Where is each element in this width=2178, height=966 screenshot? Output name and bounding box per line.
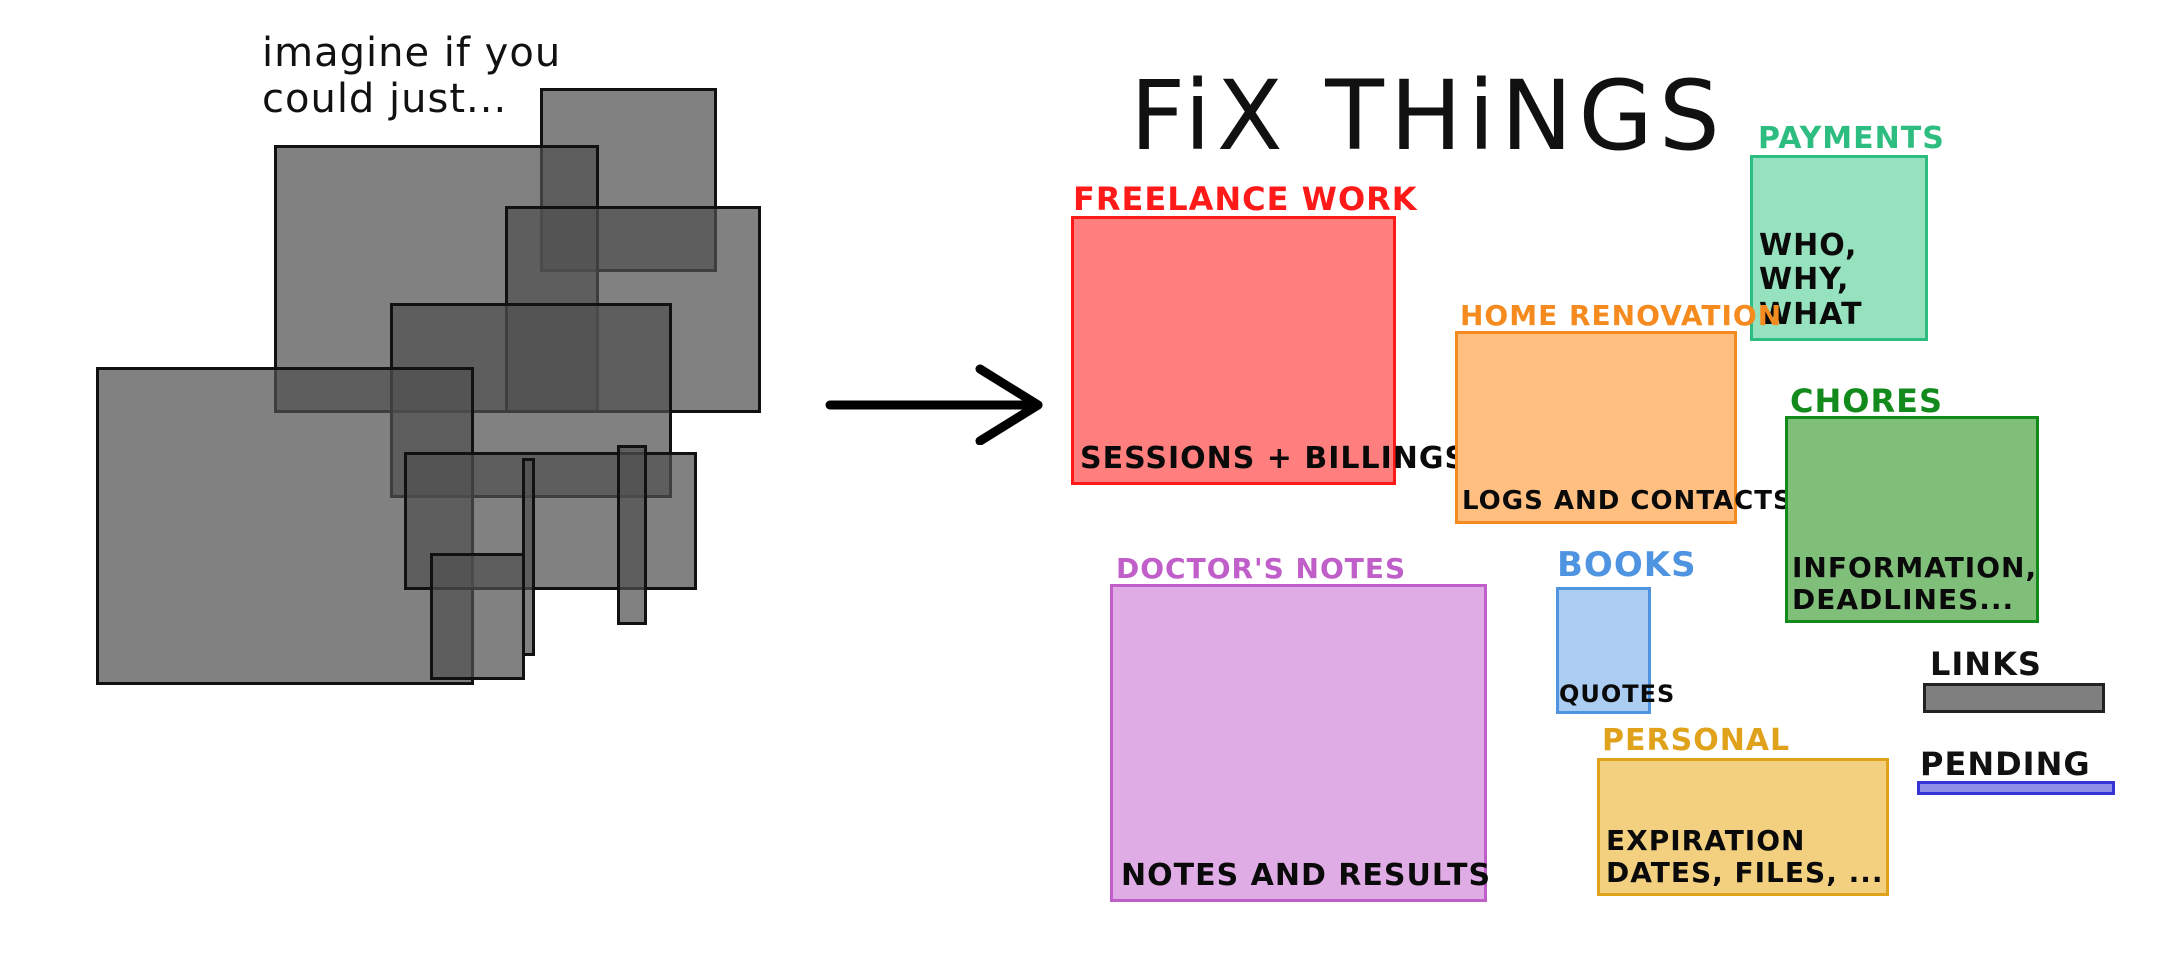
books-desc: QUOTES [1559,680,1676,709]
messy-box [430,553,525,680]
pending-box[interactable] [1917,781,2115,795]
chores-label: CHORES [1790,382,1944,420]
pending-label: PENDING [1920,745,2091,783]
messy-box [617,445,647,625]
intro-text: imagine if you could just... [262,30,562,122]
page-title: FiX THiNGS [1130,60,1726,172]
personal-box[interactable]: EXPIRATION DATES, FILES, ... [1597,758,1889,896]
freelance-desc: SESSIONS + BILLINGS [1080,440,1468,476]
arrow-right-icon [825,364,1043,445]
freelance-label: FREELANCE WORK [1073,180,1418,218]
chores-box[interactable]: INFORMATION, DEADLINES... [1785,416,2039,623]
freelance-box[interactable]: SESSIONS + BILLINGS [1071,216,1466,485]
personal-desc: EXPIRATION DATES, FILES, ... [1606,823,1884,889]
home-label: HOME RENOVATION [1460,299,1783,332]
payments-label: PAYMENTS [1758,121,1945,156]
chores-desc: INFORMATION, DEADLINES... [1792,550,2038,616]
payments-desc: WHO, WHY, WHAT [1759,227,1863,332]
doctor-desc: NOTES AND RESULTS [1121,857,1492,893]
messy-box [522,458,535,656]
links-label: LINKS [1930,645,2042,683]
doctor-label: DOCTOR'S NOTES [1116,552,1407,585]
payments-box[interactable]: WHO, WHY, WHAT [1750,155,1928,341]
home-box[interactable]: LOGS AND CONTACTS [1455,331,1792,524]
home-desc: LOGS AND CONTACTS [1462,486,1793,517]
books-label: BOOKS [1557,545,1697,585]
books-box[interactable]: QUOTES [1556,587,1674,714]
doctor-box[interactable]: NOTES AND RESULTS [1110,584,1490,902]
links-box[interactable] [1923,683,2105,713]
personal-label: PERSONAL [1602,723,1791,758]
